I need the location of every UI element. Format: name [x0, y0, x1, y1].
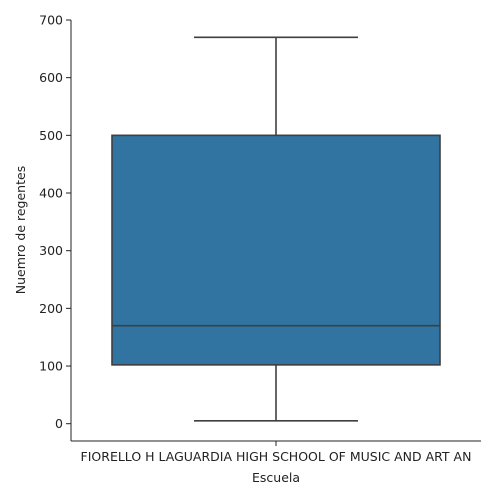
y-tick-label: 400 [39, 186, 63, 201]
y-tick-label: 500 [39, 128, 63, 143]
y-tick-label: 200 [39, 301, 63, 316]
y-tick-label: 600 [39, 70, 63, 85]
y-axis: 0 100 200 300 400 500 600 700 [39, 13, 72, 441]
y-tick-label: 300 [39, 243, 63, 258]
plot-area [111, 36, 441, 422]
y-axis-label: Nuemro de regentes [13, 166, 28, 294]
y-tick-label: 700 [39, 13, 63, 28]
box-group [111, 36, 441, 422]
x-tick-label: FIORELLO H LAGUARDIA HIGH SCHOOL OF MUSI… [81, 449, 472, 464]
y-tick-label: 100 [39, 359, 63, 374]
iqr-box [111, 134, 441, 366]
x-axis-label: Escuela [252, 470, 300, 485]
x-axis: FIORELLO H LAGUARDIA HIGH SCHOOL OF MUSI… [71, 440, 481, 464]
y-tick-label: 0 [55, 416, 63, 431]
